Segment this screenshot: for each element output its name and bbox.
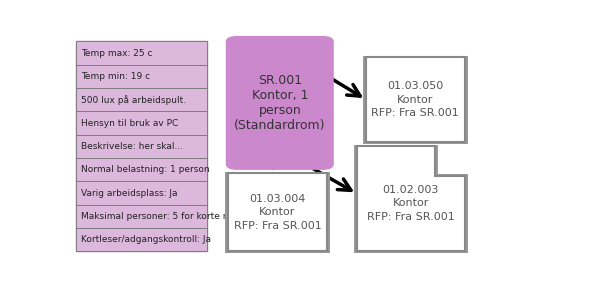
Text: 01.03.004
Kontor
RFP: Fra SR.001: 01.03.004 Kontor RFP: Fra SR.001 — [234, 194, 321, 231]
Bar — [76, 41, 208, 251]
Bar — [76, 111, 208, 135]
Text: 01.03.050
Kontor
RFP: Fra SR.001: 01.03.050 Kontor RFP: Fra SR.001 — [371, 81, 459, 118]
Bar — [76, 65, 208, 88]
Text: SR.001
Kontor, 1
person
(Standardrom): SR.001 Kontor, 1 person (Standardrom) — [234, 74, 326, 132]
Text: Temp min: 19 c: Temp min: 19 c — [81, 72, 150, 81]
Bar — [228, 173, 327, 251]
Bar — [76, 158, 208, 182]
Bar — [76, 41, 208, 65]
Polygon shape — [353, 145, 468, 253]
Bar — [76, 88, 208, 111]
Bar — [225, 172, 330, 253]
Polygon shape — [357, 146, 465, 251]
Text: Maksimal personer: 5 for korte møter: Maksimal personer: 5 for korte møter — [81, 212, 250, 221]
Bar — [76, 182, 208, 205]
Text: Beskrivelse: her skal...: Beskrivelse: her skal... — [81, 142, 183, 151]
Bar — [76, 228, 208, 251]
Text: 500 lux på arbeidspult.: 500 lux på arbeidspult. — [81, 95, 186, 105]
Text: 01.02.003
Kontor
RFP: Fra SR.001: 01.02.003 Kontor RFP: Fra SR.001 — [367, 185, 455, 222]
Text: Kortleser/adgangskontroll: Ja: Kortleser/adgangskontroll: Ja — [81, 235, 211, 244]
Bar — [366, 57, 465, 142]
Text: Temp max: 25 c: Temp max: 25 c — [81, 49, 152, 58]
Bar — [76, 205, 208, 228]
Bar — [363, 56, 468, 144]
Bar — [76, 135, 208, 158]
Text: Hensyn til bruk av PC: Hensyn til bruk av PC — [81, 119, 178, 128]
Text: Varig arbeidsplass: Ja: Varig arbeidsplass: Ja — [81, 188, 177, 197]
FancyBboxPatch shape — [226, 36, 334, 170]
Text: Normal belastning: 1 person: Normal belastning: 1 person — [81, 165, 210, 174]
